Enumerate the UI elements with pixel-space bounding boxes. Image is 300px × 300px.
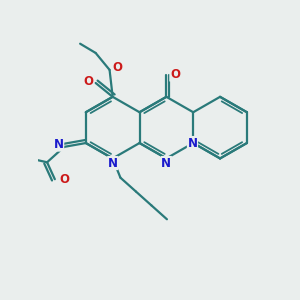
Text: N: N — [54, 138, 64, 151]
Text: N: N — [161, 157, 171, 169]
Text: O: O — [170, 68, 180, 81]
Text: O: O — [112, 61, 122, 74]
Text: N: N — [188, 136, 197, 149]
Text: O: O — [84, 75, 94, 88]
Text: N: N — [108, 157, 118, 169]
Text: O: O — [59, 173, 69, 187]
